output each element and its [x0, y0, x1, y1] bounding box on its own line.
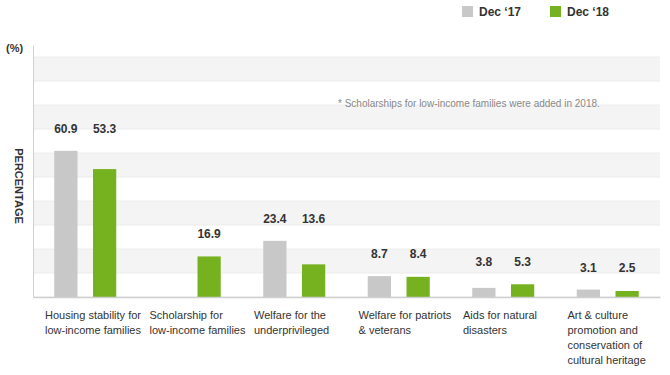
grid-band	[33, 201, 660, 225]
bar	[407, 277, 430, 297]
legend: Dec ‘17 Dec ‘18	[462, 5, 609, 19]
x-axis: Housing stability forlow-income families…	[34, 297, 661, 366]
grid-band	[33, 225, 660, 249]
data-label: 3.8	[476, 255, 493, 269]
bar	[302, 264, 325, 297]
grid-line	[33, 225, 660, 226]
grid-band	[33, 273, 660, 297]
grid-line	[33, 201, 660, 202]
x-tick: Scholarship forlow-income families	[150, 297, 246, 336]
y-axis-line	[33, 46, 34, 298]
data-labels: 60.9 53.3 16.9 23.4 13.6 8.7 8.4 3.8 5.3 3.1 2.5	[54, 122, 636, 275]
grid-band	[33, 129, 660, 153]
grid-line	[33, 81, 660, 82]
bar	[577, 290, 600, 297]
x-tick: Housing stability forlow-income families	[45, 297, 141, 336]
bar	[263, 241, 286, 297]
grid-band	[33, 57, 660, 81]
legend-label: Dec ‘18	[567, 5, 609, 19]
legend-swatch	[550, 6, 561, 17]
x-tick-label: Welfare for theunderprivileged	[254, 309, 329, 336]
bar	[368, 276, 391, 297]
x-axis-line	[34, 297, 661, 299]
data-label: 53.3	[93, 122, 117, 136]
grid-line	[33, 153, 660, 154]
data-label: 23.4	[263, 212, 287, 226]
data-label: 2.5	[619, 261, 636, 275]
grid-line	[33, 129, 660, 130]
grid-band	[33, 177, 660, 201]
x-tick-label: Art & culturepromotion andconservation o…	[568, 309, 646, 366]
y-axis-title: PERCENTAGE	[13, 148, 25, 224]
data-label: 16.9	[197, 227, 221, 241]
bar	[616, 291, 639, 297]
x-tick: Aids for naturaldisasters	[463, 297, 537, 336]
x-tick: Welfare for patriots& veterans	[359, 297, 452, 336]
chart: 60.9 53.3 16.9 23.4 13.6 8.7 8.4 3.8 5.3 3.1 2.5 Ho…	[0, 0, 670, 375]
grid	[33, 57, 660, 297]
data-label: 8.7	[371, 247, 388, 261]
annotation: * Scholarships for low-income families w…	[338, 98, 600, 109]
y-unit: (%)	[6, 42, 23, 54]
grid-band	[33, 249, 660, 273]
x-tick: Welfare for theunderprivileged	[254, 297, 329, 336]
y-axis	[33, 46, 35, 298]
data-label: 5.3	[514, 255, 531, 269]
data-label: 8.4	[410, 247, 427, 261]
bar	[93, 169, 116, 297]
bar	[54, 151, 77, 297]
bar	[198, 256, 221, 297]
x-tick-label: Aids for naturaldisasters	[463, 309, 537, 336]
bars	[54, 151, 639, 297]
bar	[511, 284, 534, 297]
grid-line	[33, 177, 660, 178]
grid-line	[33, 273, 660, 274]
bar	[472, 288, 495, 297]
x-tick-label: Welfare for patriots& veterans	[359, 309, 452, 336]
grid-line	[33, 297, 660, 298]
x-tick-label: Scholarship forlow-income families	[150, 309, 246, 336]
x-tick: Art & culturepromotion andconservation o…	[568, 297, 646, 366]
grid-line	[33, 249, 660, 250]
legend-label: Dec ‘17	[479, 5, 521, 19]
data-label: 3.1	[580, 261, 597, 275]
data-label: 13.6	[302, 212, 326, 226]
legend-swatch	[462, 6, 473, 17]
grid-line	[33, 57, 660, 58]
x-tick-label: Housing stability forlow-income families	[45, 309, 141, 336]
data-label: 60.9	[54, 122, 78, 136]
grid-band	[33, 153, 660, 177]
